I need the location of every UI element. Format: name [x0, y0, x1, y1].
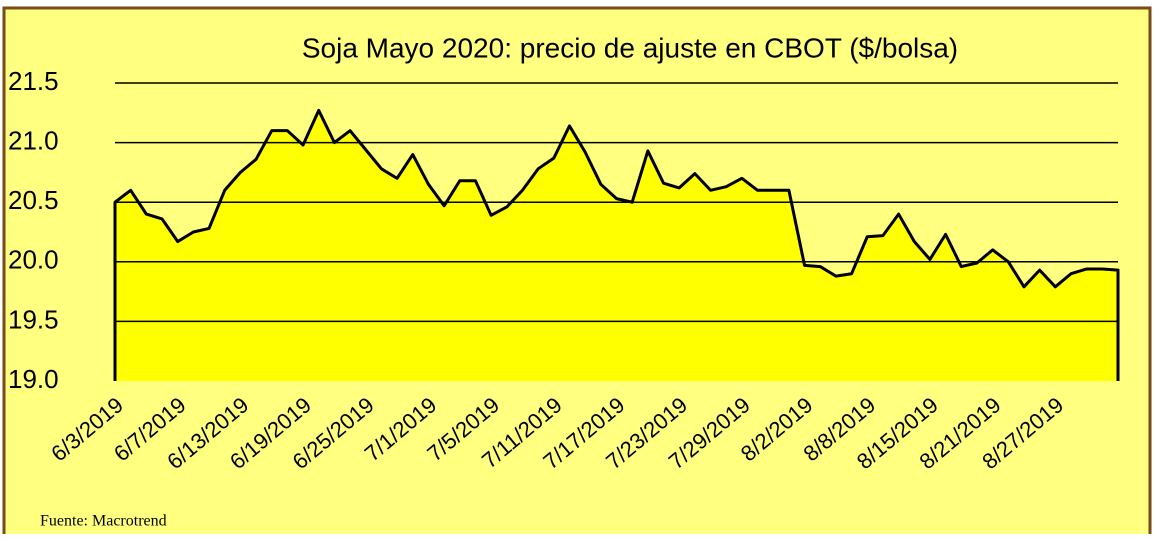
price-line: [113, 108, 1120, 381]
y-tick-label: 19.0: [8, 364, 59, 394]
chart-title: Soja Mayo 2020: precio de ajuste en CBOT…: [302, 32, 958, 63]
y-tick-label: 19.5: [8, 304, 59, 334]
source-note: Fuente: Macrotrend: [40, 513, 167, 530]
y-tick-label: 21.5: [8, 66, 59, 96]
y-tick-label: 20.5: [8, 185, 59, 215]
y-tick-label: 21.0: [8, 125, 59, 155]
area-fill: [115, 110, 1118, 381]
y-tick-label: 20.0: [8, 245, 59, 275]
